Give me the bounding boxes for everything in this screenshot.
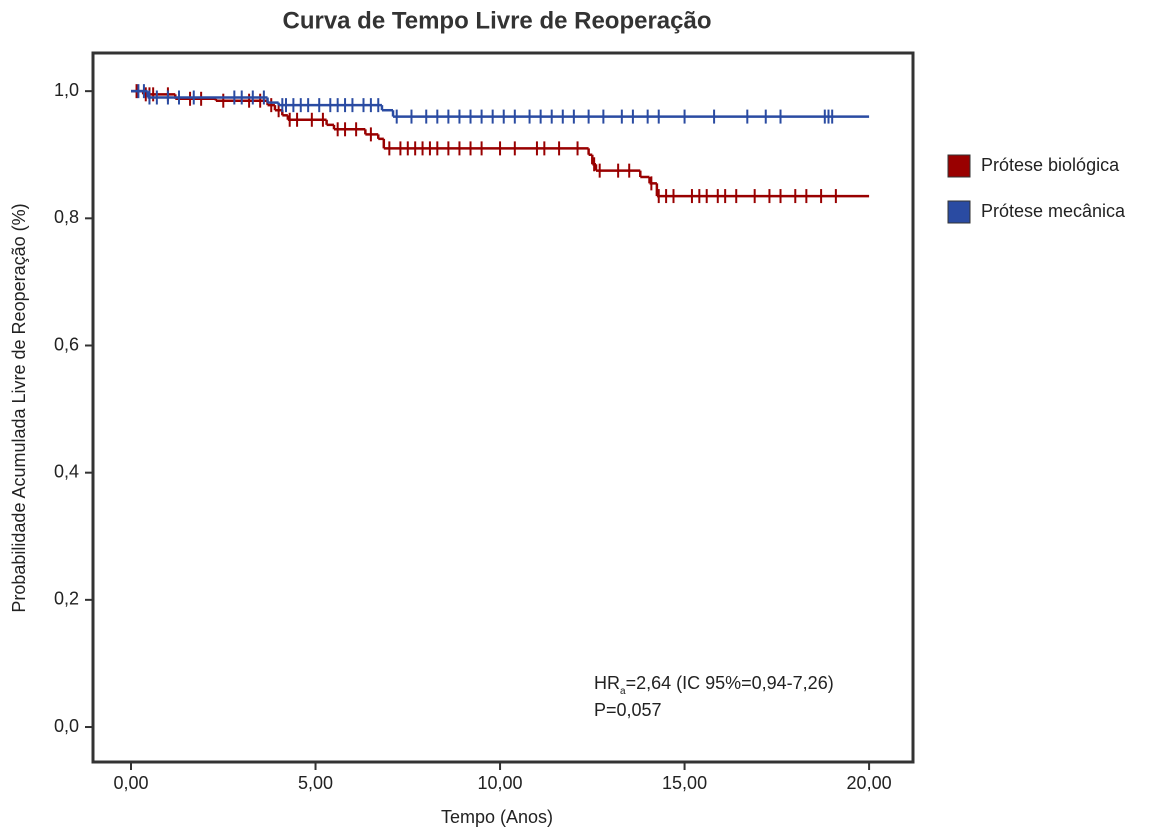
y-tick-label: 0,8 (54, 207, 79, 227)
annotation-hr-rest: =2,64 (IC 95%=0,94-7,26) (626, 673, 834, 693)
plot-frame (91, 51, 915, 764)
annotation-hr-sub: a (620, 686, 626, 697)
y-tick-label: 0,0 (54, 716, 79, 736)
x-axis-label: Tempo (Anos) (441, 807, 553, 827)
legend-swatch (947, 200, 971, 224)
y-tick-label: 0,4 (54, 461, 79, 481)
x-tick-label: 15,00 (662, 773, 707, 793)
legend-label: Prótese biológica (981, 155, 1120, 175)
y-tick-label: 0,2 (54, 589, 79, 609)
legend-swatch (947, 154, 971, 178)
y-tick-label: 1,0 (54, 80, 79, 100)
chart-title: Curva de Tempo Livre de Reoperação (282, 7, 711, 34)
x-tick-label: 5,00 (298, 773, 333, 793)
annotation-hr: HR (594, 673, 620, 693)
y-axis-label: Probabilidade Acumulada Livre de Reopera… (9, 203, 29, 612)
y-tick-label: 0,6 (54, 334, 79, 354)
x-tick-label: 20,00 (847, 773, 892, 793)
x-tick-label: 10,00 (478, 773, 523, 793)
x-tick-label: 0,00 (113, 773, 148, 793)
annotation: HRa=2,64 (IC 95%=0,94-7,26) (594, 673, 834, 697)
annotation-p: P=0,057 (594, 700, 662, 720)
legend-label: Prótese mecânica (981, 201, 1126, 221)
